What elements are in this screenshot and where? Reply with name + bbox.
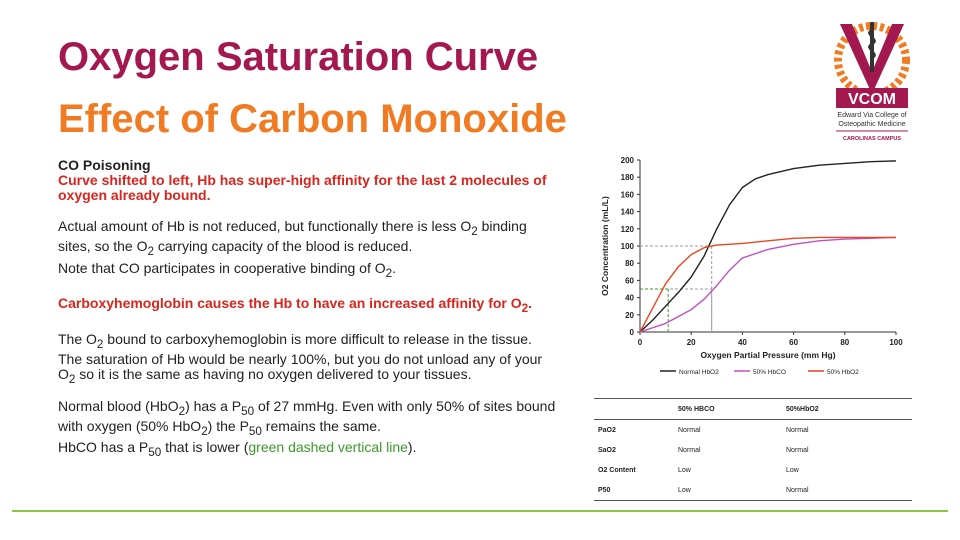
- hbco-p50-text: HbCO has a P50 that is lower (green dash…: [58, 439, 417, 460]
- carboxyhemoglobin-affinity-text: Carboxyhemoglobin causes the Hb to have …: [58, 295, 533, 316]
- table-header-cell: [594, 398, 674, 420]
- footer-accent-line: [12, 510, 948, 512]
- y-tick-label: 60: [625, 276, 634, 285]
- table-cell: Normal: [786, 446, 809, 454]
- logo-line1: Edward Via College of: [837, 112, 906, 119]
- table-row: P50 Low Normal: [594, 480, 912, 501]
- table-header-row: 50% HBCO 50%HbO2: [594, 398, 912, 420]
- series-line-3: [639, 236, 896, 333]
- table-cell: Normal: [678, 446, 701, 454]
- slide-title-line2: Effect of Carbon Monoxide: [58, 97, 567, 141]
- logo-abbr: VCOM: [848, 91, 896, 108]
- table-header-cell: 50% HBCO: [674, 398, 782, 420]
- series-line-2: [639, 236, 897, 333]
- x-tick-label: 0: [638, 338, 643, 347]
- cooperative-binding-text: Note that CO participates in cooperative…: [58, 259, 397, 280]
- x-tick-label: 60: [789, 338, 798, 347]
- table-cell: Normal: [786, 486, 809, 494]
- x-axis-label: Oxygen Partial Pressure (mm Hg): [700, 350, 835, 360]
- y-tick-label: 100: [621, 242, 635, 251]
- comparison-table: 50% HBCO 50%HbO2 PaO2 Normal Normal SaO2…: [594, 398, 912, 501]
- oxygen-saturation-chart: 0 20 40 60 80 100 120 140 160 180 200 0 20 40 60 80 100 O…: [600, 156, 903, 376]
- table-cell: P50: [598, 486, 611, 494]
- o2-release-text: The O2 bound to carboxyhemoglobin is mor…: [58, 331, 543, 386]
- table-cell: Normal: [786, 426, 809, 434]
- y-tick-label: 80: [625, 259, 634, 268]
- hb-binding-text: Actual amount of Hb is not reduced, but …: [58, 218, 527, 258]
- logo-campus: CAROLINAS CAMPUS: [843, 136, 901, 142]
- slide-body: CO Poisoning Curve shifted to left, Hb h…: [58, 158, 558, 460]
- y-tick-label: 180: [621, 173, 635, 182]
- x-tick-label: 40: [738, 338, 747, 347]
- y-tick-label: 200: [621, 156, 635, 165]
- table-cell: Low: [786, 466, 799, 474]
- y-tick-label: 20: [625, 311, 634, 320]
- table-header-cell: 50%HbO2: [782, 398, 912, 420]
- logo-line2: Osteopathic Medicine: [838, 121, 905, 128]
- table-cell: PaO2: [598, 426, 616, 434]
- y-tick-label: 160: [621, 190, 635, 199]
- y-tick-label: 40: [625, 294, 634, 303]
- x-tick-label: 80: [840, 338, 849, 347]
- table-row: PaO2 Normal Normal: [594, 420, 912, 441]
- y-axis-label: O2 Concentration (mL/L): [600, 196, 610, 296]
- legend-label: 50% HbCO: [753, 369, 786, 376]
- normal-blood-p50-text: Normal blood (HbO2) has a P50 of 27 mmHg…: [58, 397, 556, 438]
- x-tick-label: 100: [889, 338, 903, 347]
- vcom-logo: VCOM Edward Via College of Osteopathic M…: [834, 22, 910, 142]
- y-tick-label: 120: [621, 225, 635, 234]
- curve-shift-text: Curve shifted to left, Hb has super-high…: [58, 172, 547, 203]
- table-cell: SaO2: [598, 446, 616, 454]
- x-tick-label: 20: [687, 338, 696, 347]
- table-cell: Normal: [678, 426, 701, 434]
- y-tick-label: 0: [630, 328, 635, 337]
- table-cell: Low: [678, 486, 691, 494]
- table-row: O2 Content Low Low: [594, 460, 912, 480]
- series-line-1: [639, 160, 897, 333]
- table-row: SaO2 Normal Normal: [594, 440, 912, 460]
- legend-label: Normal HbO2: [679, 369, 719, 376]
- table-cell: O2 Content: [598, 466, 636, 474]
- y-tick-label: 140: [621, 208, 635, 217]
- slide-title-line1: Oxygen Saturation Curve: [58, 35, 539, 79]
- legend-label: 50% HbO2: [827, 369, 859, 376]
- co-poisoning-heading: CO Poisoning: [58, 157, 151, 173]
- table-cell: Low: [678, 466, 691, 474]
